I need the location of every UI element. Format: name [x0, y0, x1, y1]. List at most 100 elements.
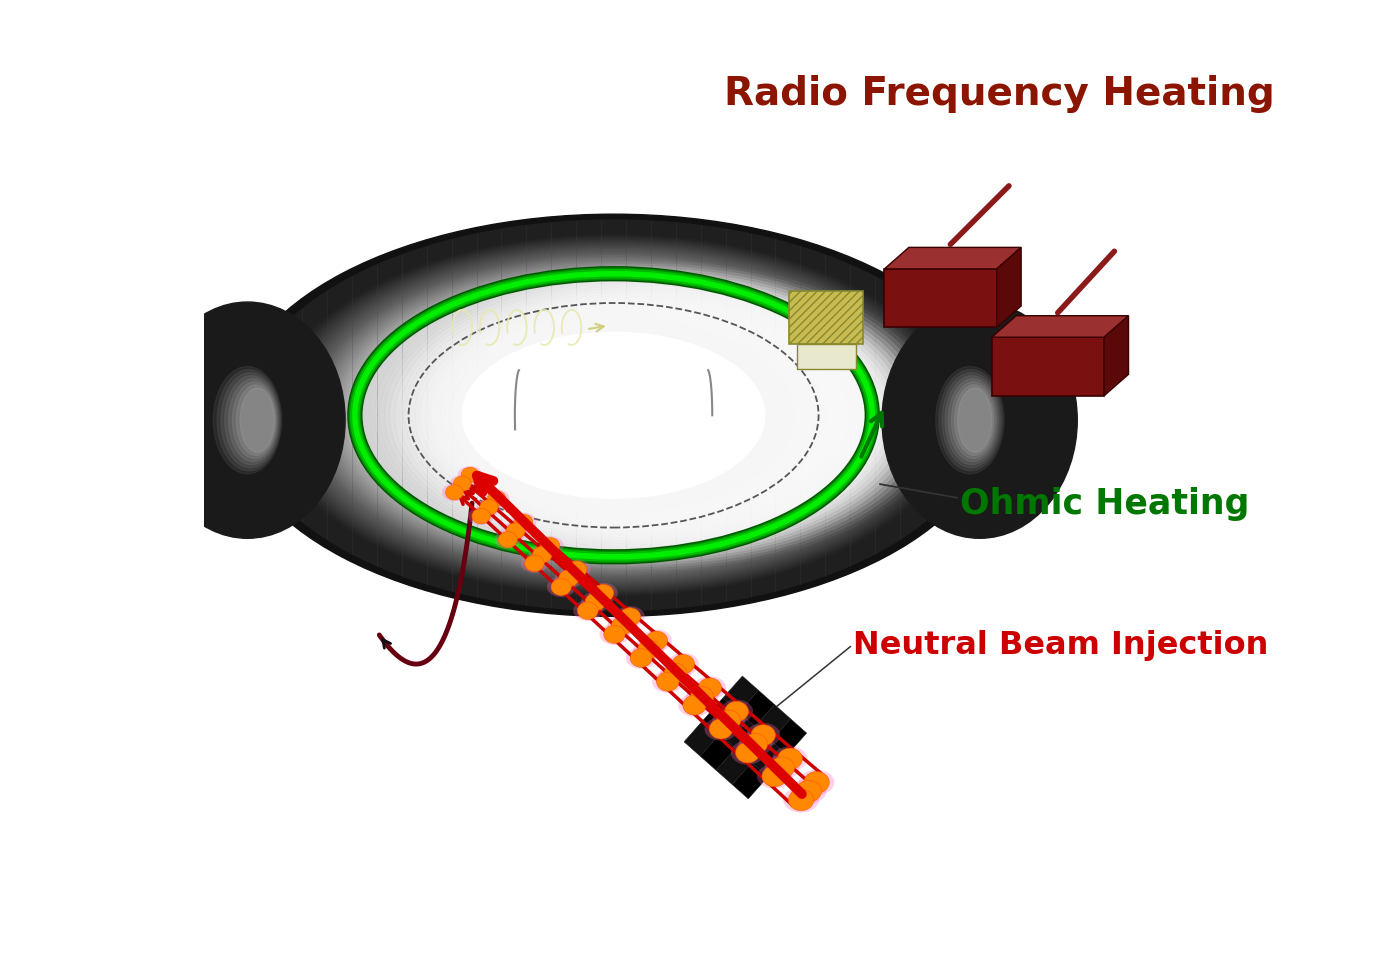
Polygon shape [789, 292, 863, 344]
Ellipse shape [881, 303, 1077, 539]
Ellipse shape [437, 301, 869, 531]
Ellipse shape [783, 787, 819, 813]
Ellipse shape [412, 288, 894, 544]
Ellipse shape [367, 285, 861, 548]
Ellipse shape [391, 278, 913, 555]
Ellipse shape [345, 273, 881, 558]
Ellipse shape [294, 247, 933, 585]
Ellipse shape [448, 326, 779, 507]
Ellipse shape [717, 710, 740, 731]
Ellipse shape [231, 215, 997, 617]
Ellipse shape [412, 307, 816, 525]
Ellipse shape [419, 311, 809, 521]
Polygon shape [771, 719, 807, 755]
Ellipse shape [657, 673, 679, 691]
Ellipse shape [363, 283, 863, 550]
Ellipse shape [769, 757, 794, 778]
Ellipse shape [668, 653, 699, 676]
Ellipse shape [220, 374, 280, 468]
Ellipse shape [704, 718, 737, 741]
Ellipse shape [392, 297, 834, 534]
Ellipse shape [499, 532, 517, 549]
Ellipse shape [459, 332, 768, 501]
Ellipse shape [757, 764, 791, 789]
Ellipse shape [225, 377, 279, 466]
Ellipse shape [646, 632, 668, 650]
Ellipse shape [414, 309, 812, 523]
Ellipse shape [743, 734, 768, 754]
Ellipse shape [765, 755, 800, 780]
Ellipse shape [376, 270, 929, 561]
Ellipse shape [725, 701, 748, 722]
Ellipse shape [240, 388, 274, 453]
Ellipse shape [506, 523, 525, 540]
Text: Radio Frequency Heating: Radio Frequency Heating [723, 75, 1275, 113]
Ellipse shape [672, 655, 694, 674]
Ellipse shape [484, 490, 510, 509]
Ellipse shape [552, 579, 571, 596]
Ellipse shape [678, 694, 711, 717]
Ellipse shape [462, 467, 480, 483]
Ellipse shape [455, 330, 772, 503]
Ellipse shape [360, 281, 868, 551]
Ellipse shape [751, 725, 775, 745]
Ellipse shape [798, 770, 834, 795]
Ellipse shape [615, 606, 644, 628]
Ellipse shape [403, 303, 823, 529]
Ellipse shape [589, 583, 618, 603]
Ellipse shape [739, 732, 772, 756]
Ellipse shape [642, 630, 672, 651]
Ellipse shape [287, 244, 941, 589]
Ellipse shape [406, 286, 898, 547]
Ellipse shape [402, 283, 904, 549]
Polygon shape [797, 344, 855, 370]
Polygon shape [685, 720, 719, 756]
Ellipse shape [625, 647, 657, 669]
Ellipse shape [686, 686, 718, 708]
Ellipse shape [229, 379, 277, 463]
Ellipse shape [462, 314, 843, 518]
Polygon shape [884, 248, 1021, 270]
Ellipse shape [338, 269, 890, 562]
Ellipse shape [955, 385, 994, 456]
Ellipse shape [683, 695, 705, 715]
Ellipse shape [417, 290, 888, 541]
Ellipse shape [502, 522, 529, 541]
Ellipse shape [283, 242, 944, 591]
Ellipse shape [528, 546, 556, 564]
Ellipse shape [323, 262, 904, 570]
Polygon shape [736, 727, 771, 763]
Ellipse shape [463, 333, 765, 499]
Ellipse shape [327, 264, 901, 568]
Ellipse shape [710, 719, 733, 739]
Polygon shape [717, 748, 751, 784]
Ellipse shape [316, 258, 912, 573]
Polygon shape [704, 698, 739, 734]
Ellipse shape [249, 225, 977, 607]
Ellipse shape [430, 316, 798, 515]
Ellipse shape [721, 700, 753, 724]
Ellipse shape [778, 748, 802, 770]
Polygon shape [719, 713, 755, 748]
Ellipse shape [563, 559, 590, 580]
Ellipse shape [532, 547, 552, 563]
Ellipse shape [218, 370, 280, 471]
Ellipse shape [407, 305, 819, 527]
Ellipse shape [607, 615, 638, 637]
Ellipse shape [525, 556, 545, 572]
Ellipse shape [374, 289, 852, 544]
Ellipse shape [488, 491, 506, 507]
Ellipse shape [804, 772, 829, 793]
Ellipse shape [276, 238, 952, 594]
Ellipse shape [352, 277, 875, 555]
Ellipse shape [495, 531, 521, 550]
Ellipse shape [446, 306, 858, 525]
Polygon shape [755, 705, 790, 741]
Ellipse shape [547, 577, 575, 598]
Ellipse shape [651, 671, 683, 693]
Ellipse shape [421, 312, 805, 519]
Ellipse shape [442, 484, 467, 502]
Ellipse shape [444, 324, 783, 509]
Text: Ohmic Heating: Ohmic Heating [960, 487, 1250, 520]
Ellipse shape [593, 585, 614, 602]
